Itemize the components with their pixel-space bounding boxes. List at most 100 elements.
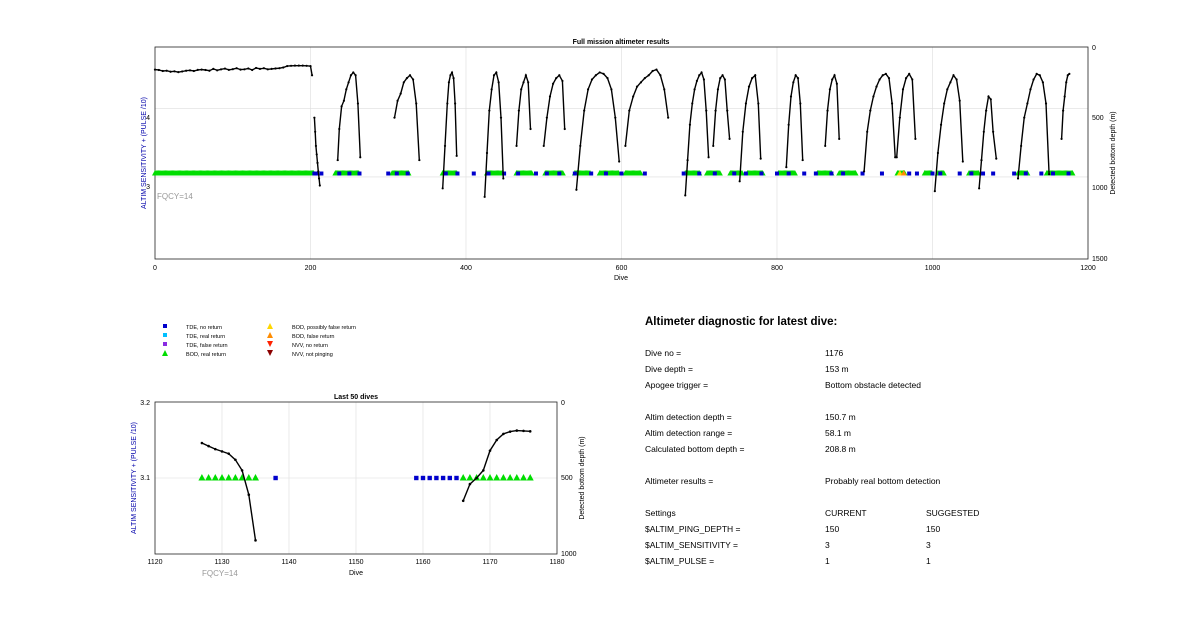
depth-point: [192, 69, 195, 73]
depth-point: [495, 71, 498, 74]
depth-profile-line: [712, 74, 731, 146]
depth-point: [628, 109, 631, 112]
tde-no-return-marker: [337, 171, 342, 176]
depth-point: [455, 154, 458, 157]
bod-real-return-marker: [225, 474, 233, 481]
depth-point: [223, 67, 227, 70]
depth-point: [212, 67, 215, 71]
setting-name: $ALTIM_PULSE =: [645, 556, 715, 566]
bottom-right-y-tick: 500: [561, 475, 573, 482]
last-50-dives-chart: Last 50 dives Dive ALTIM SENSITIVITY + (…: [131, 394, 586, 578]
depth-point: [545, 116, 548, 119]
depth-point: [282, 66, 285, 69]
depth-point: [647, 74, 650, 77]
depth-point: [492, 74, 496, 77]
depth-point: [747, 85, 751, 88]
bod-real-return-marker: [637, 170, 644, 176]
tde-no-return-marker: [1012, 171, 1017, 176]
depth-point: [227, 68, 230, 71]
depth-point: [1063, 95, 1066, 98]
top-tick-labels: 0 200 400 600 800 1000 1200 3 4 0 500 10…: [146, 45, 1108, 272]
bottom-plot-frame: [154, 401, 558, 555]
depth-point: [239, 68, 242, 71]
depth-point: [396, 99, 399, 102]
depth-point: [196, 68, 199, 71]
depth-profile-line: [1060, 73, 1070, 139]
tde-no-return-marker: [443, 171, 448, 176]
depth-point: [1065, 81, 1068, 84]
depth-point: [712, 144, 715, 148]
depth-point: [792, 81, 795, 84]
depth-point: [315, 153, 318, 156]
depth-point: [548, 95, 552, 98]
legend-item-label: BOD, real return: [186, 352, 226, 358]
depth-profile-line: [785, 73, 804, 168]
depth-point: [450, 71, 454, 74]
depth-point: [502, 177, 505, 180]
bod-real-return-marker: [198, 474, 206, 481]
depth-point: [831, 78, 834, 81]
depth-point: [785, 166, 788, 169]
depth-point: [1026, 102, 1029, 105]
setting-suggested: 1: [926, 556, 931, 566]
depth-point: [338, 127, 341, 131]
depth-point: [663, 88, 666, 91]
depth-point: [801, 158, 804, 162]
depth-point: [794, 74, 797, 77]
depth-point: [443, 144, 447, 148]
bod-real-return-marker: [526, 474, 534, 481]
tde-no-return-marker: [938, 171, 943, 176]
depth-point: [188, 69, 192, 72]
tde-no-return-marker: [434, 475, 439, 481]
depth-point: [721, 74, 724, 77]
depth-point: [878, 78, 881, 81]
tde-no-return-marker: [533, 171, 538, 176]
depth-point: [266, 68, 269, 71]
depth-point: [754, 74, 757, 77]
depth-point: [949, 81, 952, 84]
legend-marker-tde-false-return: [163, 342, 167, 346]
diagnostic-label: Dive depth =: [645, 364, 693, 374]
tde-no-return-marker: [969, 171, 974, 176]
legend-item-label: TDE, real return: [186, 334, 225, 340]
tde-no-return-marker: [907, 171, 912, 176]
depth-point: [527, 81, 530, 84]
depth-point: [651, 69, 654, 73]
depth-point: [529, 127, 532, 131]
depth-point: [698, 74, 701, 77]
diagnostic-value: 150.7 m: [825, 412, 856, 422]
depth-point: [1032, 78, 1035, 81]
settings-row-ping-depth: $ALTIM_PING_DEPTH = 150 150: [645, 524, 1165, 540]
depth-point: [952, 74, 955, 77]
bottom-x-tick: 1120: [147, 559, 162, 566]
depth-point: [342, 99, 346, 102]
depth-point: [497, 81, 500, 84]
depth-point: [415, 102, 418, 105]
depth-point: [446, 102, 449, 105]
depth-point: [875, 85, 878, 88]
depth-point: [185, 69, 188, 72]
depth-point: [1038, 74, 1041, 77]
settings-label: Settings: [645, 508, 676, 518]
depth-point: [714, 109, 717, 112]
diagnostic-row-results: Altimeter results = Probably real bottom…: [645, 476, 1165, 492]
bod-possibly-false-marker: [896, 170, 903, 176]
depth-point: [594, 74, 597, 77]
tde-no-return-marker: [420, 475, 426, 481]
depth-point: [408, 74, 412, 77]
depth-point: [515, 144, 518, 148]
depth-point: [301, 64, 304, 67]
depth-point: [393, 116, 396, 119]
tde-no-return-marker: [619, 171, 624, 176]
depth-point: [251, 68, 254, 72]
tde-no-return-marker: [455, 171, 460, 176]
diagnostic-label: Altim detection range =: [645, 428, 733, 438]
depth-point: [598, 71, 601, 74]
depth-point: [220, 450, 224, 453]
bod-real-return-marker: [245, 474, 253, 481]
legend-marker-nvv-no-return: [267, 341, 273, 347]
bod-real-return-marker: [499, 474, 507, 481]
depth-point: [828, 88, 831, 91]
bod-real-return-marker: [791, 170, 798, 176]
depth-point: [305, 64, 308, 67]
